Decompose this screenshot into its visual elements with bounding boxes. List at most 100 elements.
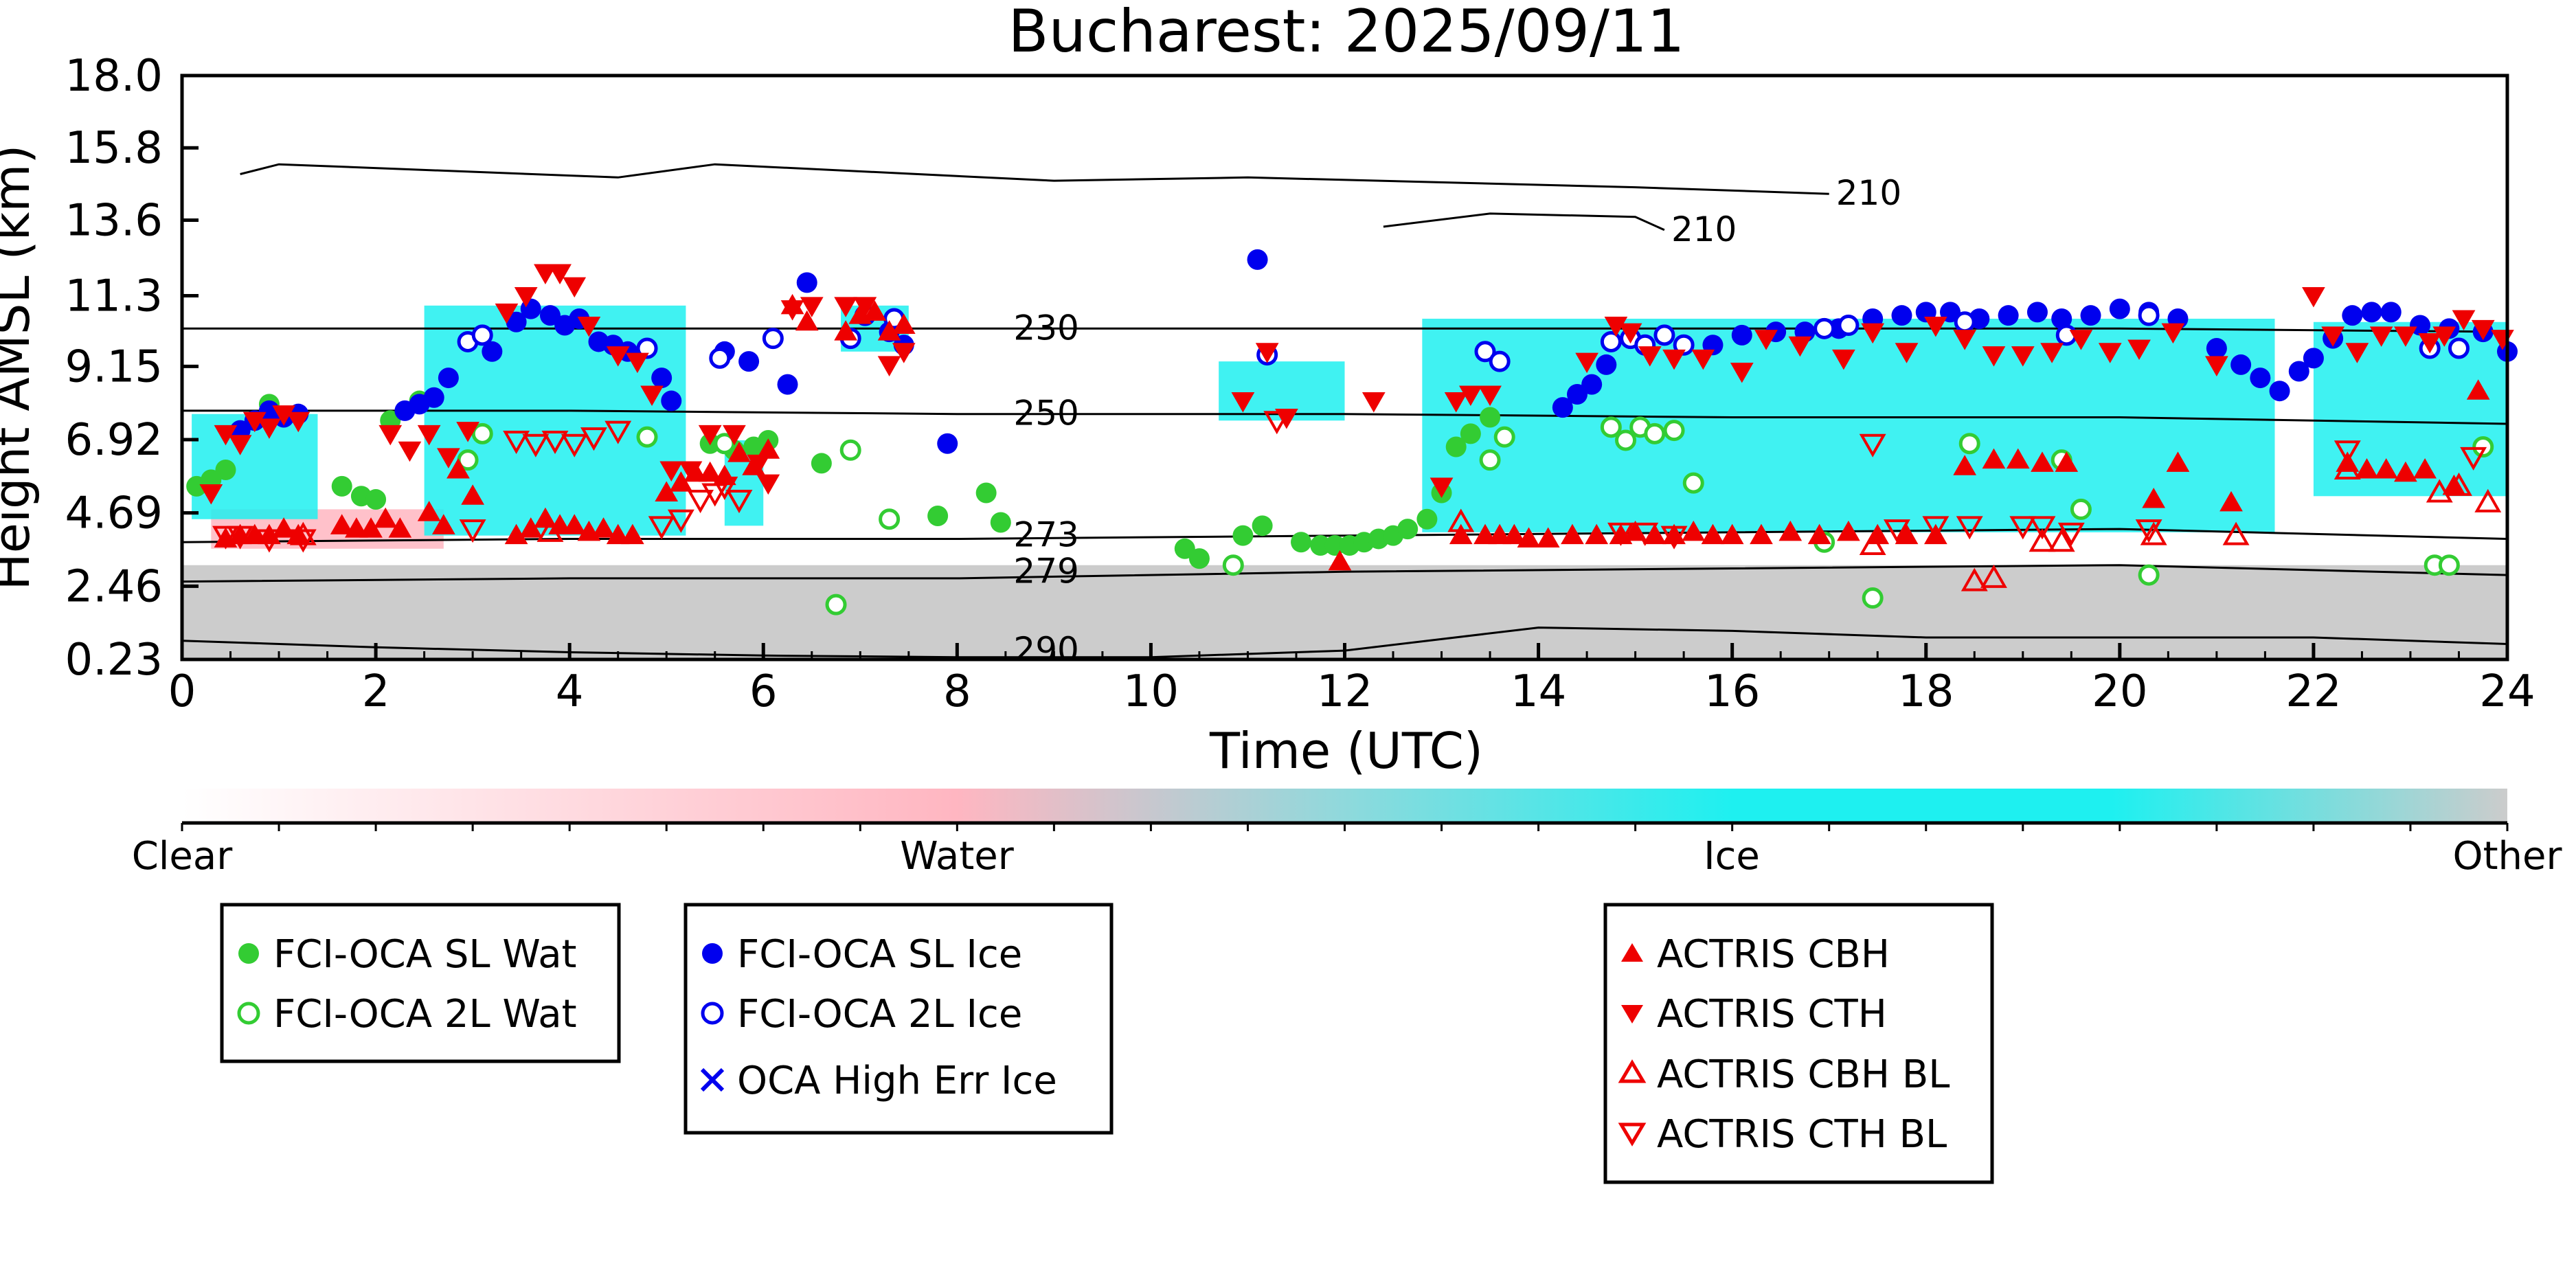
contour-label-230: 230 <box>1013 308 1078 348</box>
marker-actris-cth-bl <box>1859 433 1886 457</box>
marker-actris-cbh <box>447 457 470 479</box>
x-tick-label: 10 <box>1123 666 1179 717</box>
marker-actris-cth <box>1662 349 1686 370</box>
marker-actris-cth-bl <box>561 433 588 457</box>
x-tick-label: 22 <box>2285 666 2341 717</box>
marker-actris-cbh-bl <box>2426 479 2453 503</box>
marker-actris-cth-bl <box>2057 522 2085 546</box>
contour-label-273: 273 <box>1013 515 1078 555</box>
marker-actris-cbh <box>1953 455 1977 475</box>
marker-actris-cbh <box>2055 451 2079 472</box>
marker-fci-oca-2l-wat <box>1644 422 1666 444</box>
marker-actris-cth-bl <box>667 509 694 533</box>
marker-actris-cbh <box>2166 451 2190 472</box>
marker-actris-cth <box>1575 352 1598 374</box>
marker-actris-cth <box>2321 326 2345 347</box>
marker-actris-cth <box>1458 385 1482 406</box>
marker-actris-cth <box>437 448 460 468</box>
y-tick-label: 18.0 <box>65 51 163 102</box>
marker-fci-oca-sl-ice <box>2288 361 2309 382</box>
marker-fci-oca-2l-ice <box>1814 317 1835 339</box>
marker-actris-cth <box>780 300 804 321</box>
marker-actris-cbh <box>1561 523 1584 545</box>
marker-fci-oca-2l-wat <box>1493 426 1515 448</box>
marker-actris-cth <box>1362 392 1386 413</box>
marker-fci-oca-sl-wat <box>1324 535 1346 556</box>
marker-fci-oca-2l-wat <box>839 439 861 461</box>
marker-actris-cth <box>1730 363 1754 383</box>
marker-actris-cbh <box>1720 523 1744 545</box>
marker-actris-cth-bl <box>648 516 675 540</box>
marker-actris-cbh <box>374 507 398 528</box>
y-axis-label: Height AMSL (km) <box>0 145 41 591</box>
x-tick-label: 4 <box>556 666 584 717</box>
legend-label-cth-bl: ACTRIS CTH BL <box>1657 1112 1947 1157</box>
marker-actris-cth-bl <box>2009 516 2037 540</box>
marker-fci-oca-sl-ice <box>2206 338 2227 359</box>
marker-actris-cbh <box>461 484 484 505</box>
marker-actris-cth <box>659 461 683 482</box>
marker-fci-oca-sl-wat <box>1480 407 1501 428</box>
marker-actris-cbh <box>1682 520 1706 541</box>
marker-actris-cbh-bl <box>2474 488 2502 512</box>
marker-actris-cth-bl <box>687 490 714 514</box>
marker-fci-oca-sl-wat <box>1310 535 1331 556</box>
marker-actris-cbh <box>431 514 455 534</box>
contour-label-250: 250 <box>1013 394 1078 433</box>
marker-fci-oca-sl-ice <box>2380 302 2402 323</box>
marker-actris-cbh-bl <box>1447 508 1475 532</box>
marker-actris-cbh <box>2394 461 2417 482</box>
legend-water: FCI-OCA SL Wat FCI-OCA 2L Wat <box>220 903 621 1063</box>
marker-actris-cbh-bl <box>2048 528 2075 552</box>
marker-actris-cbh <box>606 523 630 545</box>
marker-actris-cth <box>1691 349 1715 370</box>
marker-actris-cbh <box>417 501 441 521</box>
marker-fci-oca-sl-wat <box>975 482 997 504</box>
marker-fci-oca-sl-ice <box>1596 354 1617 375</box>
marker-actris-cbh <box>795 310 819 331</box>
marker-actris-cth <box>2098 343 2122 363</box>
marker-fci-oca-sl-ice <box>2361 302 2382 323</box>
marker-actris-cth <box>2069 330 2093 350</box>
marker-actris-cth <box>1430 477 1454 498</box>
marker-fci-oca-sl-ice <box>2250 368 2271 389</box>
marker-actris-cth <box>286 411 310 433</box>
marker-fci-oca-sl-ice <box>796 272 817 293</box>
marker-fci-oca-2l-wat <box>825 594 847 615</box>
marker-fci-oca-2l-ice <box>709 347 731 369</box>
marker-actris-cth-bl <box>2135 519 2162 543</box>
legend-marker-cth-bl <box>1618 1122 1647 1146</box>
marker-fci-oca-sl-ice <box>1731 324 1752 346</box>
marker-actris-cth <box>1861 323 1885 344</box>
marker-fci-oca-sl-ice <box>661 390 682 411</box>
legend-label-high-err-ice: OCA High Err Ice <box>737 1059 1057 1103</box>
marker-actris-cbh <box>2413 457 2437 479</box>
marker-fci-oca-sl-ice <box>1998 305 2019 326</box>
marker-actris-cth <box>417 425 441 446</box>
marker-actris-cth-bl <box>522 433 550 457</box>
marker-fci-oca-2l-ice <box>1673 334 1695 356</box>
marker-fci-oca-2l-wat <box>879 508 901 530</box>
marker-fci-oca-2l-ice <box>2448 337 2470 359</box>
marker-actris-cbh <box>2466 379 2490 400</box>
marker-fci-oca-sl-ice <box>506 311 527 332</box>
marker-fci-oca-2l-wat <box>1222 554 1244 576</box>
colorbar-label-water: Water <box>900 834 1015 879</box>
marker-actris-cth-bl <box>605 420 632 444</box>
y-tick-label: 15.8 <box>65 123 163 174</box>
marker-actris-cth <box>1788 336 1812 357</box>
marker-actris-cbh <box>892 313 916 335</box>
marker-fci-oca-sl-ice <box>2051 308 2072 329</box>
marker-actris-cbh <box>330 514 354 534</box>
marker-actris-cth <box>2011 346 2035 367</box>
marker-actris-cth <box>1618 323 1642 344</box>
marker-actris-cth-bl <box>227 526 254 550</box>
marker-fci-oca-sl-ice <box>1247 249 1268 270</box>
y-tick-label: 13.6 <box>65 195 163 246</box>
marker-fci-oca-sl-ice <box>2269 381 2290 402</box>
marker-fci-oca-sl-wat <box>811 453 832 474</box>
x-tick-label: 8 <box>943 666 971 717</box>
marker-actris-cth <box>1638 346 1662 367</box>
marker-actris-cth <box>1831 349 1855 370</box>
marker-actris-cth <box>2345 343 2369 363</box>
